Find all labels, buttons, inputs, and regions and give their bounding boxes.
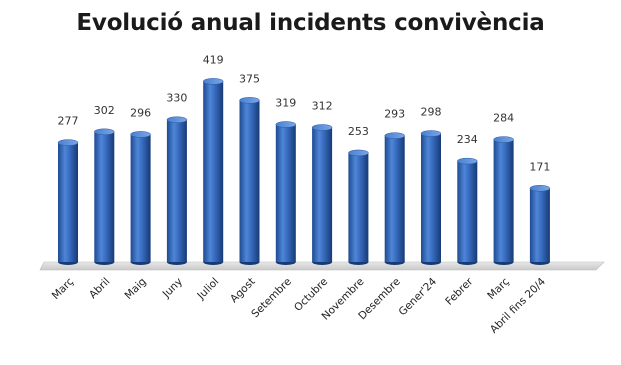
x-tick-label: Agost (228, 276, 258, 306)
bar-top (239, 97, 260, 104)
bar (166, 116, 188, 265)
bar-body (421, 133, 441, 262)
bar-top (202, 78, 224, 85)
bar-top (457, 157, 478, 165)
bar-body (348, 152, 369, 262)
bar-top (311, 124, 333, 131)
value-label: 253 (348, 125, 369, 138)
bars-group (57, 78, 551, 265)
bar-top (420, 130, 442, 137)
x-tick-label: Juny (160, 276, 185, 301)
bar (493, 136, 514, 265)
bar-body (312, 127, 333, 262)
value-label: 330 (166, 92, 187, 105)
bar-body (203, 81, 224, 262)
bar (457, 157, 478, 265)
value-label: 234 (457, 133, 478, 146)
x-tick-label: Juliol (194, 276, 221, 303)
bar-top (493, 136, 514, 143)
bar-body (130, 134, 151, 262)
value-labels-group: 277 302 296 330 419 375 319 312 253 293 298 234 284 1… (58, 53, 551, 173)
bar-top (130, 131, 151, 138)
bar-body (166, 119, 187, 262)
bar (311, 124, 333, 265)
x-tick-label: Febrer (443, 275, 476, 308)
bar-top (275, 121, 297, 128)
x-tick-label: Setembre (249, 276, 294, 321)
bar (529, 185, 551, 265)
x-tick-label: Abril (87, 276, 112, 301)
x-tick-label: Març (485, 275, 512, 302)
bar-body (275, 124, 296, 262)
x-tick-labels-group: Març Abril Maig Juny Juliol AgostSetembreOctu… (50, 275, 549, 336)
bar (348, 149, 369, 265)
value-label: 375 (239, 72, 260, 85)
value-label: 419 (203, 53, 224, 66)
bar-top (384, 132, 405, 139)
bar-body (384, 135, 405, 262)
bar-body (457, 161, 478, 262)
value-label: 319 (275, 96, 296, 109)
value-label: 171 (529, 160, 550, 173)
bar-top (166, 116, 188, 123)
bar (420, 130, 442, 265)
bar-top (94, 128, 115, 136)
value-label: 277 (58, 115, 79, 128)
bar (384, 132, 405, 265)
value-label: 296 (130, 106, 151, 119)
bar (202, 78, 224, 265)
value-label: 302 (94, 104, 115, 117)
bar-top (57, 139, 79, 146)
bar-top (348, 149, 369, 157)
bar (275, 121, 297, 265)
chart-title: Evolució anual incidents convivència (76, 10, 545, 36)
value-label: 312 (312, 99, 333, 112)
bar-body (493, 139, 514, 262)
bar (239, 97, 260, 265)
bar (57, 139, 79, 265)
x-tick-label: Gener'24 (396, 275, 439, 318)
bar (94, 128, 115, 265)
bar-body (94, 131, 115, 262)
bar-body (529, 188, 550, 262)
bar-body (239, 100, 260, 262)
x-tick-label: Maig (123, 276, 149, 302)
bar-top (529, 185, 551, 192)
value-label: 284 (493, 112, 514, 125)
value-label: 298 (421, 106, 442, 119)
bar-body (58, 142, 78, 262)
x-tick-label: Març (50, 275, 77, 302)
value-label: 293 (384, 108, 405, 121)
bar (130, 131, 151, 265)
